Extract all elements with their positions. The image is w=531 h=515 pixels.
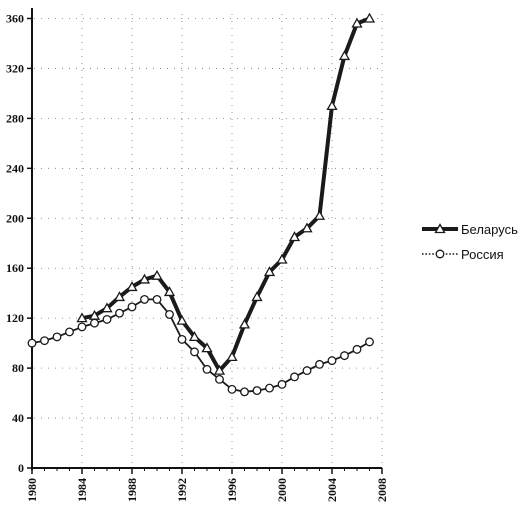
y-axis-ticks: 0 40 80 120 160 200 240 280 320 360 bbox=[6, 11, 32, 475]
data-point-russia bbox=[227, 384, 237, 394]
legend: Беларусь Россия bbox=[422, 222, 518, 262]
data-point-belarus bbox=[313, 209, 326, 220]
y-tick-label: 200 bbox=[6, 211, 24, 225]
data-point-belarus bbox=[138, 273, 151, 284]
axes bbox=[31, 8, 382, 470]
data-point-belarus bbox=[326, 100, 338, 111]
data-point-russia bbox=[190, 347, 199, 357]
data-point-russia bbox=[165, 309, 174, 319]
series-line-russia bbox=[31, 298, 371, 393]
data-point-belarus bbox=[338, 50, 351, 61]
x-tick-label: 2004 bbox=[325, 478, 339, 502]
data-point-belarus bbox=[213, 364, 226, 375]
data-point-belarus bbox=[76, 312, 88, 323]
data-point-russia bbox=[52, 332, 62, 342]
data-point-russia bbox=[177, 334, 187, 344]
data-point-belarus bbox=[351, 17, 363, 28]
data-point-russia bbox=[315, 359, 324, 369]
data-point-belarus bbox=[226, 351, 238, 362]
y-tick-label: 280 bbox=[6, 111, 24, 125]
data-point-russia bbox=[202, 364, 212, 374]
y-tick-label: 0 bbox=[18, 461, 24, 475]
data-point-belarus bbox=[301, 222, 313, 233]
data-point-russia bbox=[215, 374, 224, 384]
data-point-russia bbox=[90, 318, 99, 328]
y-tick-label: 80 bbox=[12, 361, 24, 375]
data-point-belarus bbox=[101, 302, 113, 313]
data-point-belarus bbox=[263, 266, 276, 277]
data-point-belarus bbox=[188, 331, 201, 342]
series bbox=[27, 12, 376, 397]
y-tick-label: 320 bbox=[6, 61, 24, 75]
legend-item-belarus: Беларусь bbox=[422, 222, 518, 237]
data-point-belarus bbox=[288, 231, 301, 242]
data-point-belarus bbox=[151, 269, 163, 280]
legend-label-belarus: Беларусь bbox=[461, 222, 518, 237]
x-tick-label: 1988 bbox=[125, 478, 139, 502]
data-point-belarus bbox=[363, 12, 376, 23]
data-point-russia bbox=[115, 308, 124, 318]
data-point-russia bbox=[365, 337, 374, 347]
legend-triangle-marker bbox=[434, 223, 446, 234]
data-point-russia bbox=[277, 379, 287, 389]
legend-label-russia: Россия bbox=[461, 247, 504, 262]
data-point-russia bbox=[340, 351, 349, 361]
y-tick-label: 160 bbox=[6, 261, 24, 275]
x-axis-ticks: 1980 1984 1988 1992 1996 2000 2004 2008 bbox=[25, 468, 389, 502]
y-tick-label: 360 bbox=[6, 11, 24, 25]
data-point-belarus bbox=[276, 253, 288, 264]
data-point-russia bbox=[77, 322, 87, 332]
data-point-belarus bbox=[238, 318, 251, 329]
y-tick-label: 120 bbox=[6, 311, 24, 325]
data-point-russia bbox=[140, 294, 149, 304]
data-point-russia bbox=[27, 338, 37, 348]
data-point-belarus bbox=[126, 281, 138, 292]
data-point-russia bbox=[127, 302, 137, 312]
legend-circle-marker bbox=[435, 249, 445, 259]
data-point-russia bbox=[290, 372, 299, 382]
data-point-russia bbox=[352, 344, 362, 354]
y-tick-label: 40 bbox=[12, 411, 24, 425]
legend-item-russia: Россия bbox=[422, 247, 504, 262]
data-point-belarus bbox=[113, 291, 126, 302]
x-tick-label: 1980 bbox=[25, 478, 39, 502]
x-tick-label: 1992 bbox=[175, 478, 189, 502]
data-point-belarus bbox=[251, 291, 263, 302]
x-tick-label: 1996 bbox=[225, 478, 239, 502]
data-point-belarus bbox=[176, 314, 188, 325]
data-point-russia bbox=[102, 314, 112, 324]
data-point-russia bbox=[327, 356, 337, 366]
data-point-russia bbox=[265, 383, 274, 393]
data-point-russia bbox=[40, 336, 49, 346]
y-tick-label: 240 bbox=[6, 161, 24, 175]
data-point-russia bbox=[302, 366, 312, 376]
data-point-belarus bbox=[163, 286, 176, 297]
data-point-russia bbox=[240, 387, 249, 397]
data-point-russia bbox=[65, 327, 74, 337]
data-point-russia bbox=[252, 386, 262, 396]
x-tick-label: 2008 bbox=[375, 478, 389, 502]
data-point-russia bbox=[152, 294, 162, 304]
data-point-belarus bbox=[201, 342, 213, 353]
x-tick-label: 1984 bbox=[75, 478, 89, 502]
x-tick-label: 2000 bbox=[275, 478, 289, 502]
gridlines bbox=[34, 14, 383, 466]
